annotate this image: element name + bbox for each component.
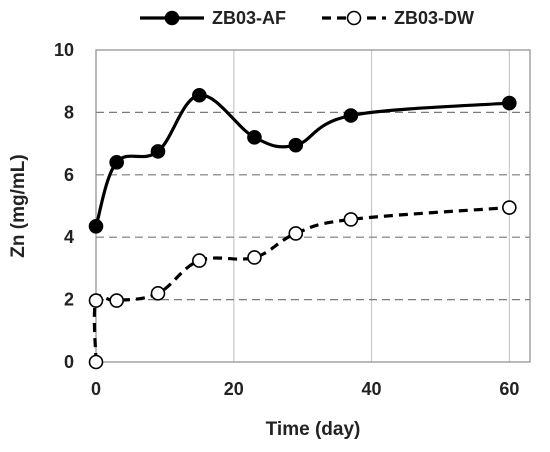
y-tick-label: 2 [64,290,74,310]
tick-labels: 0 20 40 60 0 2 4 6 8 10 [54,40,519,399]
series-line [94,93,510,227]
legend-marker [164,10,180,26]
x-tick-label: 60 [499,379,519,399]
x-tick-label: 20 [224,379,244,399]
y-axis-title: Zn (mg/mL) [8,154,29,257]
plot-area-border [95,49,531,363]
data-point [88,218,104,234]
legend-label: ZB03-AF [212,8,286,28]
x-tick-label: 40 [362,379,382,399]
y-tick-label: 4 [64,227,74,247]
data-point [288,226,304,241]
data-point [343,108,359,123]
data-point [109,155,124,170]
data-point [192,87,207,103]
legend: ZB03-AF ZB03-DW [140,8,474,28]
data-point [88,354,104,370]
data-point [150,286,166,301]
data-point [343,212,359,227]
data-point [288,137,304,153]
y-tick-label: 0 [64,352,74,372]
series-2 [88,200,517,370]
y-tick-label: 6 [64,165,74,185]
x-tick-label: 0 [91,379,101,399]
y-tick-label: 8 [64,102,74,122]
grid [96,50,530,362]
data-point [247,130,262,145]
data-point [502,200,517,215]
data-point [88,293,104,308]
y-tick-label: 10 [54,40,74,60]
data-point [109,293,124,308]
legend-marker [346,10,362,26]
legend-label: ZB03-DW [394,8,474,28]
data-point [192,253,207,268]
data-point [502,95,517,111]
series-1 [88,87,517,234]
data-point [150,144,166,159]
x-axis-title: Time (day) [266,419,361,440]
legend-item: ZB03-DW [322,8,474,28]
data-point [247,250,262,265]
series-layer [88,87,517,370]
legend-item: ZB03-AF [140,8,286,28]
